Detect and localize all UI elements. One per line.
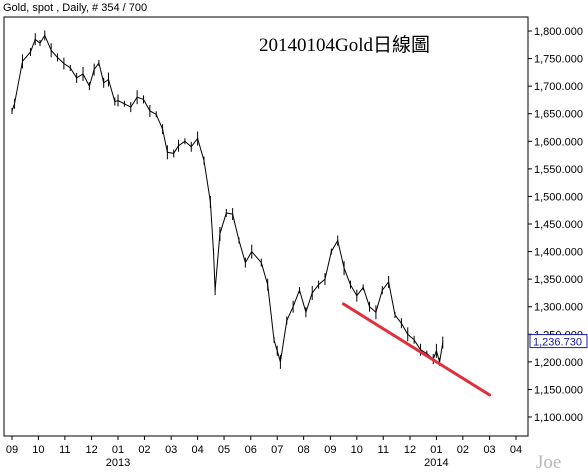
- x-tick-label: 11: [59, 444, 70, 456]
- y-tick-label: 1,300.000: [534, 302, 583, 314]
- x-tick-label: 10: [351, 444, 363, 456]
- x-tick-label: 03: [165, 444, 177, 456]
- x-tick-label: 09: [6, 444, 18, 456]
- price-series: [11, 30, 444, 369]
- x-axis: 09 10 11 12 01 02 03 04 05 06 07 08 09 10 11 12 01 02 03 04…: [6, 436, 522, 469]
- watermark-text: Joe: [536, 452, 561, 473]
- trend-line-group: [341, 302, 492, 397]
- x-tick-label: 07: [271, 444, 283, 456]
- y-tick-label: 1,700.000: [534, 81, 583, 93]
- y-tick-label: 1,600.000: [534, 136, 583, 148]
- x-tick-label: 09: [324, 444, 336, 456]
- x-year-label: 2014: [424, 457, 448, 469]
- y-tick-label: 1,500.000: [534, 191, 583, 203]
- y-tick-label: 1,150.000: [534, 384, 583, 396]
- y-axis: 1,800.000 1,750.000 1,700.000 1,650.000 1,60…: [528, 26, 583, 424]
- x-tick-label: 04: [510, 444, 522, 456]
- y-tick-label: 1,800.000: [534, 26, 583, 38]
- last-value-label: 1,236.730: [533, 337, 582, 349]
- y-tick-label: 1,550.000: [534, 164, 583, 176]
- x-tick-label: 06: [245, 444, 257, 456]
- x-tick-label: 12: [85, 444, 97, 456]
- x-tick-label: 02: [138, 444, 150, 456]
- x-tick-label: 12: [404, 444, 416, 456]
- x-year-label: 2013: [106, 457, 130, 469]
- x-tick-label: 04: [191, 444, 203, 456]
- x-tick-label: 05: [218, 444, 230, 456]
- x-tick-label: 10: [32, 444, 44, 456]
- y-tick-label: 1,450.000: [534, 219, 583, 231]
- y-tick-label: 1,200.000: [534, 357, 583, 369]
- x-tick-label: 02: [457, 444, 469, 456]
- x-tick-label: 11: [378, 444, 389, 456]
- y-tick-label: 1,400.000: [534, 247, 583, 259]
- y-tick-label: 1,650.000: [534, 109, 583, 121]
- y-tick-label: 1,750.000: [534, 54, 583, 66]
- x-tick-label: 08: [298, 444, 310, 456]
- last-value-group: 1,236.730: [529, 334, 588, 349]
- last-value-box: [529, 334, 588, 349]
- y-tick-label: 1,100.000: [534, 412, 583, 424]
- x-tick-label: 01: [430, 444, 442, 456]
- y-tick-label: 1,350.000: [534, 274, 583, 286]
- x-tick-label: 03: [483, 444, 495, 456]
- x-tick-label: 01: [112, 444, 124, 456]
- trend-line: [341, 302, 492, 397]
- chart-title: 20140104Gold日線圖: [259, 34, 430, 56]
- chart-header-label: Gold, spot , Daily, # 354 / 700: [3, 2, 147, 14]
